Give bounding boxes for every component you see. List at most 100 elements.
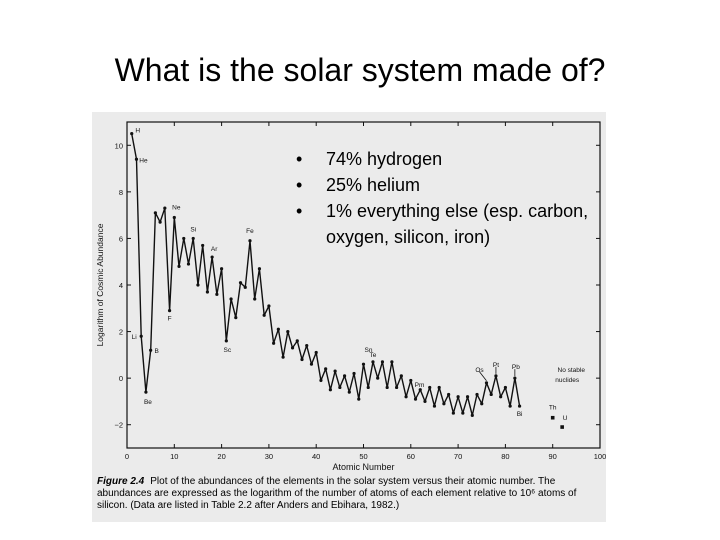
element-label: Si: [190, 226, 196, 233]
bullet-item-hydrogen: • 74% hydrogen: [296, 146, 596, 172]
element-label: Os: [475, 367, 484, 374]
bullet-text: 1% everything else (esp. carbon, oxygen,…: [326, 201, 589, 247]
element-label: Sn: [365, 347, 373, 354]
data-point: [328, 388, 332, 392]
x-tick-label: 100: [594, 452, 606, 461]
data-point: [371, 360, 375, 364]
element-label: Be: [144, 399, 152, 406]
data-point: [144, 390, 148, 394]
x-tick-label: 70: [454, 452, 462, 461]
bullet-item-other: • 1% everything else (esp. carbon, oxygen…: [296, 198, 596, 250]
y-tick-label: 0: [119, 374, 123, 383]
data-point: [295, 339, 299, 343]
y-tick-label: 2: [119, 328, 123, 337]
x-tick-label: 60: [407, 452, 415, 461]
element-label: Bi: [517, 411, 523, 418]
data-point: [167, 309, 172, 313]
data-point: [380, 360, 385, 364]
data-point: [357, 397, 361, 401]
element-label: H: [135, 128, 140, 135]
data-point: [390, 360, 394, 364]
x-tick-label: 0: [125, 452, 129, 461]
y-axis-label: Logarithm of Cosmic Abundance: [95, 223, 105, 346]
data-point: [276, 327, 280, 331]
data-point: [513, 376, 517, 380]
data-point: [470, 413, 474, 417]
data-point: [215, 292, 219, 296]
x-tick-label: 30: [265, 452, 273, 461]
data-point: [465, 395, 470, 399]
data-point: [224, 339, 228, 343]
data-point: [428, 385, 432, 390]
y-tick-label: 8: [119, 188, 123, 197]
data-point: [494, 374, 498, 378]
data-point: [182, 236, 186, 241]
slide-title: What is the solar system made of?: [114, 52, 606, 88]
data-point: [158, 220, 162, 224]
data-point: [338, 385, 342, 390]
data-point: [319, 378, 323, 383]
bullet-text: 74% hydrogen: [326, 149, 443, 169]
figure-label: Figure 2.4: [97, 476, 145, 487]
data-point: [205, 290, 210, 294]
data-point: [376, 376, 380, 380]
data-point: [399, 374, 403, 378]
data-point: [484, 381, 489, 385]
data-point: [324, 367, 328, 371]
element-label: No stable: [558, 367, 586, 374]
bullet-list: • 74% hydrogen • 25% helium • 1% everything…: [296, 146, 596, 250]
x-tick-label: 90: [549, 452, 557, 461]
element-label: Sc: [224, 347, 232, 354]
data-point: [418, 388, 422, 392]
data-point: [196, 283, 200, 287]
data-point: [267, 304, 271, 308]
data-point: [220, 267, 224, 271]
bullet-dot: •: [296, 201, 303, 221]
data-point: [480, 402, 484, 406]
x-tick-label: 10: [170, 452, 178, 461]
data-point: [499, 395, 503, 399]
abundance-chart: 0 10 20 30 40 50 60 70 80 90 100 −2 0 2 4 6 8 10 Atomic Nu…: [95, 121, 606, 472]
data-point: [395, 385, 399, 390]
data-point: [130, 132, 134, 136]
x-tick-label: 20: [217, 452, 225, 461]
y-tick-label: 4: [119, 281, 123, 290]
data-point: [234, 316, 238, 320]
data-point: [238, 281, 243, 285]
data-point: [517, 404, 522, 408]
x-tick-label: 40: [312, 452, 320, 461]
data-point-isolated: [550, 415, 555, 420]
element-label: Pm: [415, 382, 425, 389]
data-point: [314, 350, 318, 355]
data-point: [290, 346, 295, 350]
data-point: [286, 329, 290, 334]
data-point: [300, 357, 304, 362]
data-point: [281, 355, 285, 359]
data-point: [404, 395, 408, 399]
data-point: [253, 297, 257, 301]
bullet-item-helium: • 25% helium: [296, 172, 596, 198]
element-label: Te: [370, 352, 377, 359]
data-point: [257, 267, 262, 271]
data-point: [366, 385, 370, 390]
data-point: [442, 402, 446, 406]
annotation-arrow: [479, 371, 487, 382]
data-point: [149, 348, 153, 352]
element-label: Ne: [172, 204, 181, 211]
x-axis-label: Atomic Number: [332, 462, 394, 472]
bullet-text: 25% helium: [326, 175, 421, 195]
caption-text: Plot of the abundances of the elements i…: [97, 476, 577, 511]
element-label: B: [154, 348, 158, 355]
data-point: [172, 215, 176, 220]
element-label: Fe: [246, 228, 254, 235]
data-point: [163, 206, 167, 210]
data-point: [352, 371, 356, 376]
y-tick-label: 10: [115, 141, 123, 150]
data-point: [309, 362, 314, 366]
element-label: nuclides: [555, 377, 580, 384]
element-label: Pt: [493, 362, 499, 369]
data-point: [191, 236, 195, 241]
data-point: [272, 341, 276, 345]
bullet-dot: •: [296, 149, 303, 169]
data-point: [413, 397, 418, 401]
